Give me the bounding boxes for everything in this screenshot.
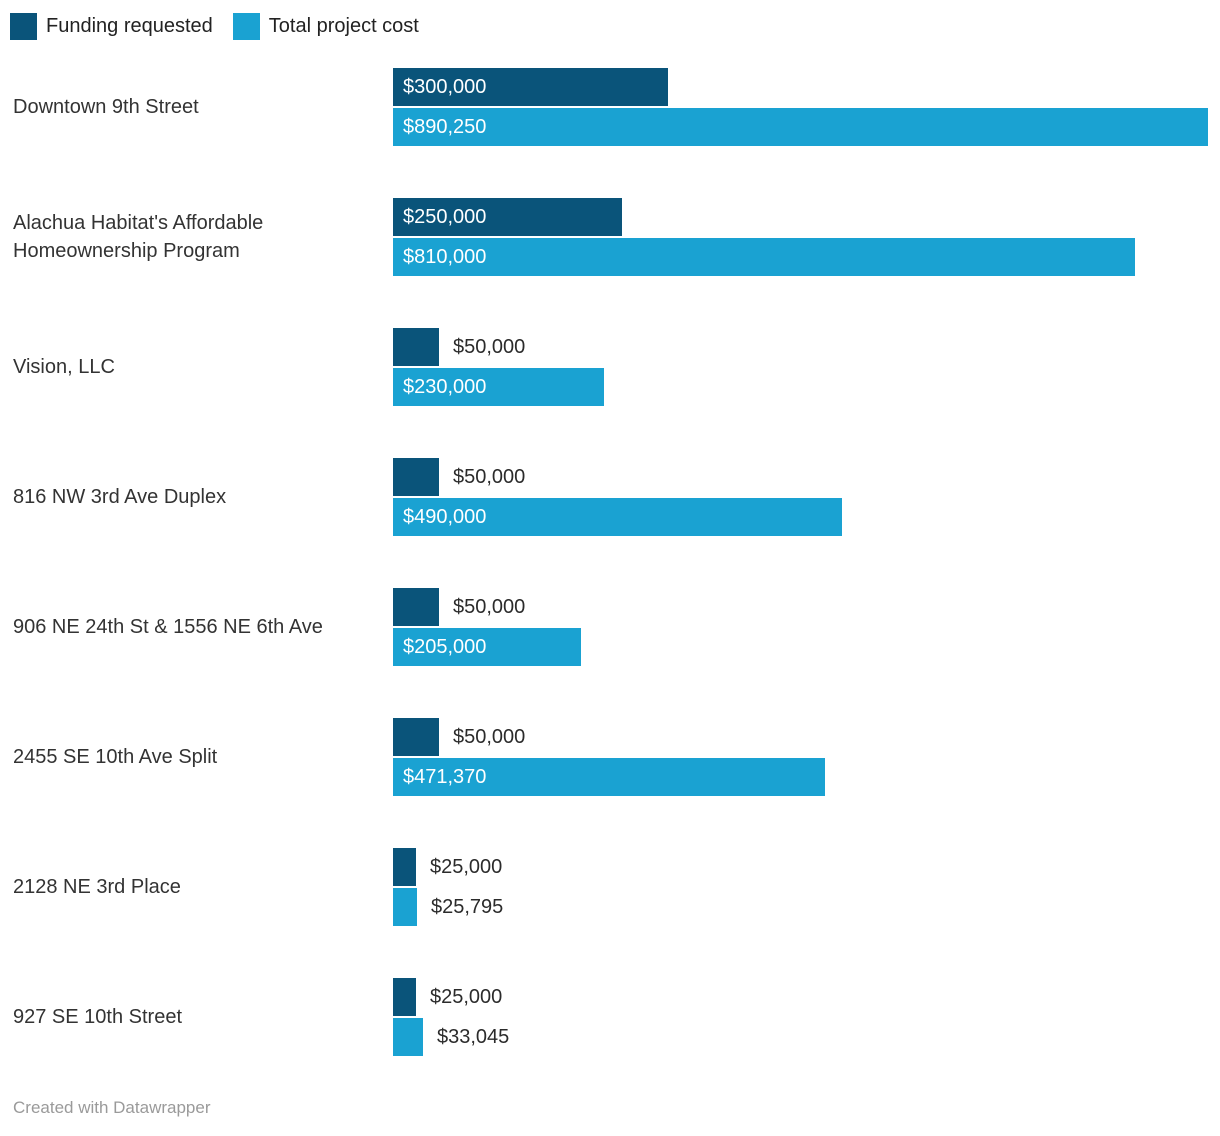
row-bars: $50,000 $490,000 [393, 458, 1220, 536]
row-label: Downtown 9th Street [13, 96, 199, 118]
bar-value-label: $890,250 [403, 116, 487, 138]
legend-label: Total project cost [268, 15, 419, 37]
total-project-cost-bar [393, 888, 417, 926]
row-label: 927 SE 10th Street [13, 1006, 183, 1028]
bar-value-label: $50,000 [453, 596, 526, 618]
bar-line: $25,795 [393, 888, 1220, 926]
total-project-cost-bar [393, 368, 604, 406]
row-label: 2455 SE 10th Ave Split [13, 746, 218, 768]
bar-line: $890,250 [393, 108, 1220, 146]
total-project-cost-bar [393, 108, 1208, 146]
row-bars: $250,000 $810,000 [393, 198, 1220, 276]
total-project-cost-bar [393, 628, 581, 666]
bar-value-label: $250,000 [403, 206, 487, 228]
row-label: Alachua Habitat's Affordable Homeownersh… [13, 212, 264, 262]
row-label: 2128 NE 3rd Place [13, 876, 181, 898]
total-project-cost-bar [393, 758, 825, 796]
total-project-cost-bar [393, 498, 842, 536]
chart-row: Alachua Habitat's Affordable Homeownersh… [0, 172, 1220, 302]
bar-line: $33,045 [393, 1018, 1220, 1056]
chart-row: 2128 NE 3rd Place $25,000 $25,795 [0, 822, 1220, 952]
bar-value-label: $25,795 [431, 896, 504, 918]
bar-line: $50,000 [393, 718, 1220, 756]
total-project-cost-bar [393, 238, 1135, 276]
funding-requested-bar [393, 588, 439, 626]
chart-row: Downtown 9th Street $300,000 $890,250 [0, 42, 1220, 172]
bar-value-label: $25,000 [430, 986, 503, 1008]
bar-value-label: $50,000 [453, 336, 526, 358]
row-bars: $25,000 $25,795 [393, 848, 1220, 926]
bar-line: $810,000 [393, 238, 1220, 276]
bar-line: $300,000 [393, 68, 1220, 106]
bar-line: $250,000 [393, 198, 1220, 236]
legend-item: Funding requested [10, 13, 213, 40]
datawrapper-attribution-link[interactable]: Created with Datawrapper [13, 1098, 211, 1117]
legend-label: Funding requested [46, 15, 213, 37]
row-bars: $50,000 $471,370 [393, 718, 1220, 796]
chart-row: 2455 SE 10th Ave Split $50,000 $471,370 [0, 692, 1220, 822]
funding-requested-bar [393, 198, 622, 236]
bar-line: $471,370 [393, 758, 1220, 796]
row-bars: $50,000 $230,000 [393, 328, 1220, 406]
row-label: 816 NW 3rd Ave Duplex [13, 486, 227, 508]
funding-requested-bar [393, 328, 439, 366]
bar-value-label: $50,000 [453, 466, 526, 488]
total-project-cost-bar [393, 1018, 423, 1056]
row-label: 906 NE 24th St & 1556 NE 6th Ave [13, 616, 323, 638]
bar-value-label: $50,000 [453, 726, 526, 748]
bar-value-label: $300,000 [403, 76, 487, 98]
bar-chart: Downtown 9th Street $300,000 $890,250 Alach… [0, 42, 1220, 1082]
row-bars: $25,000 $33,045 [393, 978, 1220, 1056]
bar-line: $25,000 [393, 848, 1220, 886]
bar-value-label: $810,000 [403, 246, 487, 268]
bar-line: $25,000 [393, 978, 1220, 1016]
funding-requested-bar [393, 848, 416, 886]
bar-line: $50,000 [393, 458, 1220, 496]
funding-requested-bar [393, 718, 439, 756]
bar-line: $230,000 [393, 368, 1220, 406]
chart-row: Vision, LLC $50,000 $230,000 [0, 302, 1220, 432]
funding-requested-bar [393, 458, 439, 496]
bar-value-label: $25,000 [430, 856, 503, 878]
chart-row: 927 SE 10th Street $25,000 $33,045 [0, 952, 1220, 1082]
bar-value-label: $33,045 [437, 1026, 510, 1048]
bar-line: $50,000 [393, 328, 1220, 366]
legend: Funding requested Total project cost [10, 13, 419, 40]
bar-value-label: $230,000 [403, 376, 487, 398]
legend-item: Total project cost [232, 13, 419, 40]
bar-line: $205,000 [393, 628, 1220, 666]
chart-row: 906 NE 24th St & 1556 NE 6th Ave $50,000 $… [0, 562, 1220, 692]
row-bars: $50,000 $205,000 [393, 588, 1220, 666]
row-label: Vision, LLC [13, 356, 115, 378]
bar-line: $50,000 [393, 588, 1220, 626]
bar-value-label: $490,000 [403, 506, 487, 528]
bar-value-label: $471,370 [403, 766, 487, 788]
legend-swatch-icon [232, 13, 260, 40]
chart-row: 816 NW 3rd Ave Duplex $50,000 $490,000 [0, 432, 1220, 562]
funding-requested-bar [393, 68, 668, 106]
legend-swatch-icon [10, 13, 37, 40]
row-bars: $300,000 $890,250 [393, 68, 1220, 146]
bar-line: $490,000 [393, 498, 1220, 536]
funding-requested-bar [393, 978, 416, 1016]
bar-value-label: $205,000 [403, 636, 487, 658]
